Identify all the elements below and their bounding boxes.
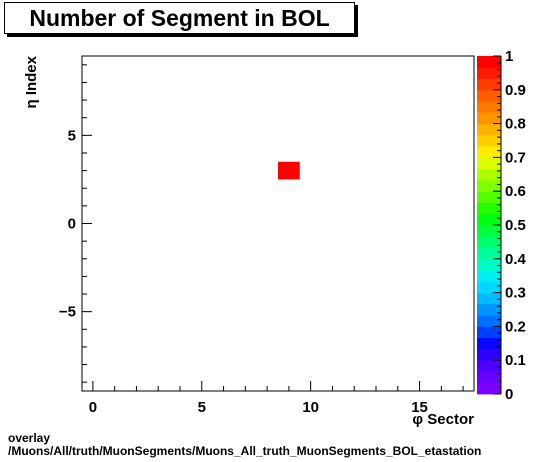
x-tick-label: 5 xyxy=(198,399,206,416)
x-axis-label: φ Sector xyxy=(412,411,474,428)
colorbar-segment xyxy=(477,326,501,339)
footer-caption: overlay /Muons/All/truth/MuonSegments/Mu… xyxy=(8,432,481,458)
colorbar-segment xyxy=(477,382,501,395)
colorbar-segment xyxy=(477,78,501,91)
colorbar-segment xyxy=(477,56,501,68)
colorbar-segment xyxy=(477,134,501,147)
x-tick-label: 10 xyxy=(302,399,319,416)
colorbar-segment xyxy=(477,123,501,136)
colorbar-tick-label: 0.1 xyxy=(505,352,526,369)
colorbar-segment xyxy=(477,157,501,170)
colorbar-segment xyxy=(477,146,501,158)
colorbar-segment xyxy=(477,191,501,203)
colorbar-tick-label: 0.2 xyxy=(505,318,526,335)
chart-title: Number of Segment in BOL xyxy=(29,5,330,31)
plot-frame xyxy=(81,55,475,392)
colorbar-segment xyxy=(477,236,501,248)
colorbar-segment xyxy=(477,225,501,237)
y-tick-label: 5 xyxy=(68,127,76,144)
colorbar-segment xyxy=(477,348,501,361)
colorbar-tick-label: 0.7 xyxy=(505,149,526,166)
colorbar-tick-label: 1 xyxy=(505,48,513,65)
colorbar-tick-label: 0.5 xyxy=(505,217,526,234)
colorbar-tick-label: 0 xyxy=(505,386,513,403)
colorbar-segment xyxy=(477,281,501,293)
colorbar-segment xyxy=(477,371,501,384)
y-tick-label: −5 xyxy=(59,304,76,321)
y-tick-label: 0 xyxy=(68,216,76,233)
colorbar-segment xyxy=(477,89,501,102)
x-tick-label: 15 xyxy=(411,399,428,416)
colorbar-segment xyxy=(477,112,501,124)
chart-title-box: Number of Segment in BOL xyxy=(4,2,355,34)
footer-line-1: overlay xyxy=(8,431,51,445)
colorbar-segment xyxy=(477,360,501,372)
colorbar-tick-label: 0.6 xyxy=(505,183,526,200)
heatmap-cell xyxy=(278,161,300,180)
colorbar-segment xyxy=(477,202,501,215)
colorbar-segment xyxy=(477,179,501,192)
y-axis-label: η Index xyxy=(23,55,40,108)
colorbar-segment xyxy=(477,67,501,79)
colorbar-segment xyxy=(477,247,501,260)
colorbar-tick-label: 0.3 xyxy=(505,285,526,302)
colorbar-segment xyxy=(477,303,501,316)
colorbar-segment xyxy=(477,101,501,113)
colorbar-segment xyxy=(477,315,501,327)
colorbar-segment xyxy=(477,168,501,181)
colorbar-segment xyxy=(477,270,501,282)
colorbar-tick-label: 0.8 xyxy=(505,116,526,133)
colorbar-segment xyxy=(477,337,501,350)
footer-line-2: /Muons/All/truth/MuonSegments/Muons_All_… xyxy=(8,444,482,458)
colorbar-segment xyxy=(477,258,501,271)
colorbar-segment xyxy=(477,292,501,305)
colorbar-tick-label: 0.9 xyxy=(505,82,526,99)
x-tick-label: 0 xyxy=(89,399,97,416)
colorbar-segment xyxy=(477,213,501,226)
colorbar-tick-label: 0.4 xyxy=(505,251,527,268)
